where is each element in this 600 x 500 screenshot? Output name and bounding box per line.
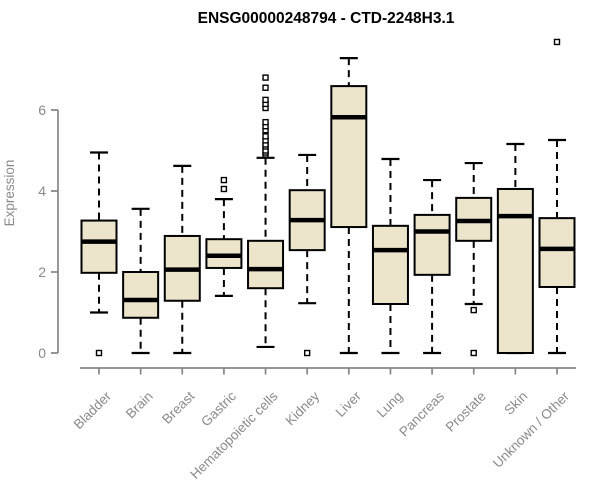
x-tick-label-skin: Skin bbox=[501, 389, 530, 418]
iqr-box bbox=[330, 85, 368, 229]
iqr-box bbox=[538, 217, 576, 288]
y-axis-label: Expression bbox=[2, 160, 17, 227]
iqr-box bbox=[413, 213, 451, 276]
box-breast bbox=[163, 164, 201, 355]
x-tick-label-gastric: Gastric bbox=[198, 388, 239, 429]
outlier-point bbox=[220, 176, 228, 184]
x-tick-label-breast: Breast bbox=[159, 388, 197, 426]
outlier-point bbox=[262, 133, 269, 140]
outlier-point bbox=[470, 306, 477, 314]
x-tick-label-pancreas: Pancreas bbox=[396, 388, 447, 439]
outlier-point bbox=[95, 349, 103, 357]
box-pancreas bbox=[413, 178, 451, 355]
x-tick-label-kidney: Kidney bbox=[283, 388, 323, 428]
box-lung bbox=[371, 157, 409, 355]
y-tick-label: 6 bbox=[38, 102, 46, 118]
iqr-box bbox=[80, 219, 118, 274]
outlier-point bbox=[262, 74, 269, 81]
x-tick-label-brain: Brain bbox=[123, 389, 156, 422]
box-bladder bbox=[80, 151, 118, 357]
outlier-point bbox=[553, 38, 561, 46]
iqr-box bbox=[371, 224, 409, 305]
x-tick-label-unknown-other: Unknown / Other bbox=[490, 388, 573, 471]
box-unknown-other bbox=[538, 38, 576, 355]
box-hematopoietic-cells bbox=[247, 74, 285, 349]
iqr-box bbox=[247, 239, 285, 290]
box-brain bbox=[122, 207, 160, 355]
x-tick-label-lung: Lung bbox=[374, 389, 406, 421]
outlier-point bbox=[470, 349, 477, 357]
outlier-point bbox=[220, 185, 228, 193]
x-tick-label-liver: Liver bbox=[333, 388, 365, 420]
y-tick-label: 4 bbox=[38, 183, 46, 199]
iqr-box bbox=[122, 271, 160, 319]
y-tick-label: 2 bbox=[38, 264, 46, 280]
outlier-point bbox=[303, 349, 311, 357]
outlier-point bbox=[262, 118, 269, 126]
box-liver bbox=[330, 57, 368, 355]
box-prostate bbox=[455, 161, 493, 357]
x-tick-label-prostate: Prostate bbox=[443, 389, 489, 435]
box-skin bbox=[496, 142, 534, 355]
y-tick-label: 0 bbox=[38, 345, 46, 361]
outlier-point bbox=[262, 84, 269, 91]
iqr-box bbox=[496, 187, 534, 354]
box-gastric bbox=[205, 176, 243, 297]
chart-title: ENSG00000248794 - CTD-2248H3.1 bbox=[198, 10, 455, 27]
outlier-point bbox=[262, 96, 269, 104]
x-tick-label-bladder: Bladder bbox=[71, 388, 115, 432]
box-kidney bbox=[288, 153, 326, 357]
